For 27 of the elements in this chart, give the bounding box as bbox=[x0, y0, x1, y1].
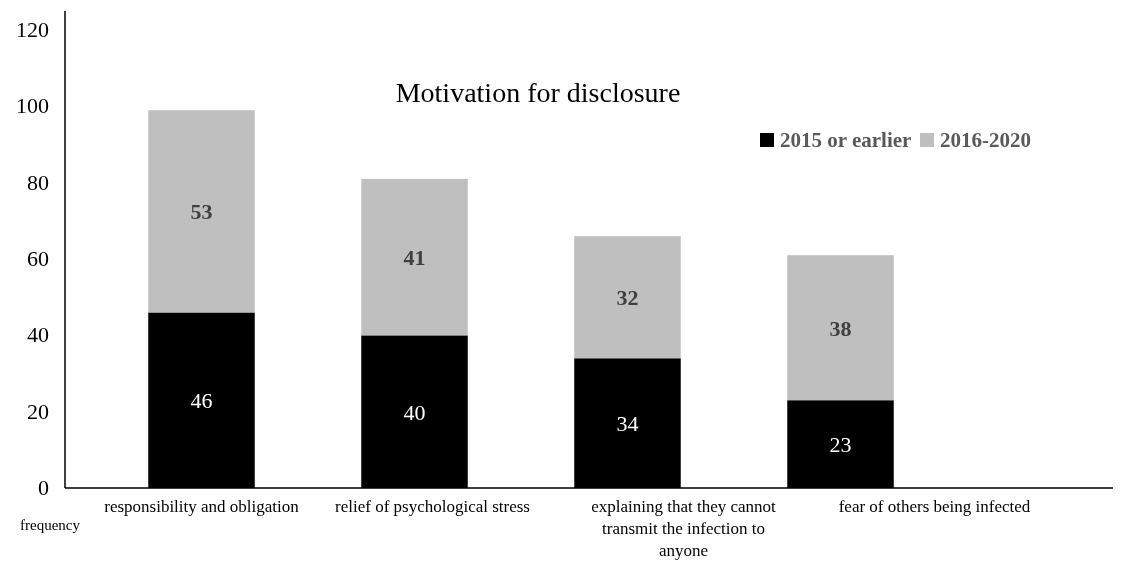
bar bbox=[361, 178, 468, 336]
bar bbox=[148, 110, 255, 313]
y-tick-label: 0 bbox=[38, 475, 49, 500]
bar bbox=[574, 236, 681, 359]
y-tick-label: 80 bbox=[27, 169, 49, 195]
bar bbox=[787, 255, 894, 401]
x-tick-label: explaining that they cannot transmit the infection to anyone bbox=[591, 497, 777, 560]
data-label: 41 bbox=[403, 245, 426, 271]
x-tick-label: fear of others being infected bbox=[838, 497, 1031, 516]
data-label: 38 bbox=[829, 315, 852, 341]
legend-label: 2015 or earlier bbox=[780, 128, 912, 152]
legend-label: 2016-2020 bbox=[940, 128, 1031, 152]
data-label: 34 bbox=[616, 411, 639, 437]
y-axis-title: frequency bbox=[20, 517, 81, 533]
y-tick-label: 20 bbox=[27, 398, 49, 424]
data-label: 32 bbox=[616, 285, 639, 311]
x-tick-label: responsibility and obligation bbox=[104, 497, 300, 516]
y-tick-label: 40 bbox=[27, 322, 49, 348]
data-label: 23 bbox=[829, 432, 852, 458]
x-tick-label: relief of psychological stress bbox=[335, 497, 530, 516]
y-tick-label: 100 bbox=[16, 93, 49, 119]
y-tick-label: 60 bbox=[27, 246, 49, 272]
y-tick-label: 120 bbox=[16, 17, 49, 43]
text: Motivation for disclosure bbox=[395, 77, 681, 108]
data-label: 46 bbox=[190, 388, 213, 414]
data-label: 40 bbox=[403, 399, 426, 425]
data-label: 53 bbox=[190, 199, 213, 225]
